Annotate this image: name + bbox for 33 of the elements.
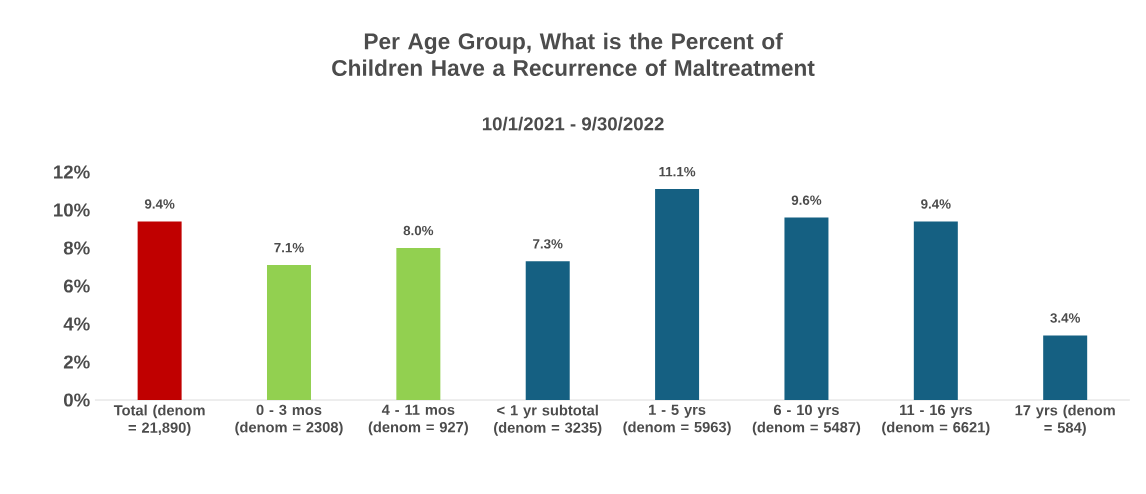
chart-title: Per Age Group, What is the Percent of Children Have a Recurrence of Maltreatment <box>332 32 815 77</box>
y-tick-label: 4% <box>63 317 90 331</box>
x-tick-label: 0 - 3 mos (denom = 2308) <box>235 404 343 436</box>
data-label: 11.1% <box>659 167 696 177</box>
y-tick-label: 10% <box>54 203 90 217</box>
bar <box>784 217 829 400</box>
data-label: 9.6% <box>791 195 822 205</box>
y-tick-label: 12% <box>54 165 90 179</box>
x-tick-label: 17 yrs (denom = 584) <box>1015 404 1115 436</box>
data-label: 9.4% <box>921 199 951 209</box>
data-label: 7.3% <box>533 239 563 249</box>
y-tick-label: 0% <box>63 393 90 407</box>
data-label: 7.1% <box>274 243 304 253</box>
bar <box>525 261 570 400</box>
chart-subtitle: 10/1/2021 - 9/30/2022 <box>482 116 664 131</box>
x-tick-label: 6 - 10 yrs (denom = 5487) <box>752 404 861 436</box>
bar <box>1043 335 1088 400</box>
data-label: 3.4% <box>1050 313 1081 323</box>
y-tick-label: 2% <box>63 355 90 369</box>
y-tick-label: 8% <box>63 241 90 255</box>
y-tick-label: 6% <box>63 279 90 293</box>
bar <box>266 265 311 400</box>
bar <box>913 221 958 400</box>
data-label: 8.0% <box>403 225 434 236</box>
bar <box>396 248 441 400</box>
x-tick-label: 1 - 5 yrs (denom = 5963) <box>623 404 731 436</box>
bar <box>655 189 700 400</box>
x-tick-label: < 1 yr subtotal (denom = 3235) <box>494 404 602 436</box>
data-label: 9.4% <box>144 199 175 209</box>
x-tick-label: 4 - 11 mos (denom = 927) <box>368 404 468 436</box>
x-tick-label: Total (denom = 21,890) <box>113 404 205 436</box>
bar <box>137 221 182 400</box>
x-tick-label: 11 - 16 yrs (denom = 6621) <box>882 404 990 436</box>
